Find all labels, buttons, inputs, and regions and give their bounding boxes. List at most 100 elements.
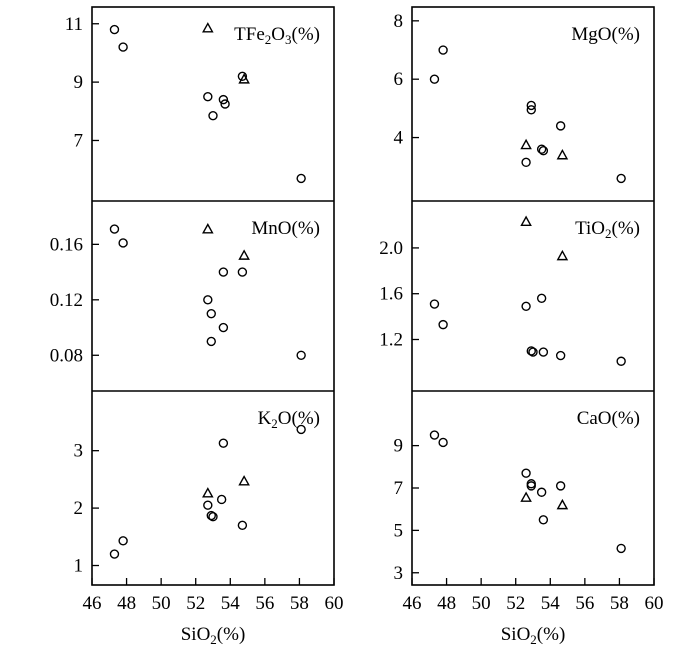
data-point-circle bbox=[438, 319, 448, 330]
x-tick-label: 54 bbox=[541, 593, 561, 614]
y-tick-label: 8 bbox=[394, 11, 404, 32]
x-tick-label: 46 bbox=[403, 593, 422, 614]
data-point-circle bbox=[538, 145, 549, 156]
data-point-circle bbox=[118, 238, 128, 248]
data-point-circle bbox=[528, 347, 538, 357]
data-point-circle bbox=[206, 308, 216, 319]
panel-title: MnO(%) bbox=[251, 218, 320, 239]
data-point-triangle bbox=[238, 73, 250, 84]
data-point-circle bbox=[429, 299, 440, 309]
data-point-circle bbox=[203, 295, 213, 305]
y-tick-label: 9 bbox=[394, 436, 404, 457]
panel-title: CaO(%) bbox=[577, 408, 640, 429]
data-point-triangle bbox=[556, 249, 569, 261]
x-axis-title-left-part: 2 bbox=[210, 632, 217, 647]
x-tick-label: 58 bbox=[290, 593, 309, 614]
y-tick-label: 9 bbox=[74, 72, 84, 93]
data-point-circle bbox=[526, 346, 536, 356]
y-tick-label: 0.16 bbox=[50, 234, 83, 255]
panel-title-part: 2 bbox=[605, 226, 612, 241]
x-axis-title-right: SiO2(%) bbox=[501, 624, 566, 647]
data-point-circle bbox=[218, 438, 229, 448]
panel-title-part: K bbox=[258, 408, 272, 429]
y-tick-label: 3 bbox=[394, 563, 404, 584]
x-tick-label: 50 bbox=[152, 593, 171, 614]
y-tick-label: 0.12 bbox=[50, 290, 83, 311]
data-point-triangle bbox=[520, 215, 532, 226]
x-tick-label: 56 bbox=[255, 593, 274, 614]
data-point-circle bbox=[237, 520, 248, 531]
x-axis-title-right-part: SiO bbox=[501, 624, 531, 645]
panel-tio2: 1.2 1.6 2.0 TiO2(%) bbox=[379, 215, 640, 366]
data-point-circle bbox=[203, 92, 213, 102]
panel-title: TiO2(%) bbox=[575, 218, 640, 241]
data-point-circle bbox=[526, 105, 536, 115]
x-tick-label: 46 bbox=[83, 593, 102, 614]
data-point-circle bbox=[538, 515, 549, 525]
panel-title-part: 2 bbox=[265, 32, 272, 47]
x-axis-title-left-part: (%) bbox=[217, 624, 245, 645]
panel-title-part: O(%) bbox=[278, 408, 320, 429]
x-axis-title-right-part: (%) bbox=[537, 624, 565, 645]
x-tick-label: 56 bbox=[575, 593, 594, 614]
y-tick-label: 0.08 bbox=[50, 345, 83, 366]
data-point-circle bbox=[616, 356, 626, 366]
data-point-circle bbox=[616, 543, 626, 554]
data-point-circle bbox=[296, 424, 306, 435]
data-point-circle bbox=[438, 437, 448, 448]
y-tick-label: 1.6 bbox=[379, 284, 403, 305]
data-point-triangle bbox=[238, 475, 250, 486]
data-point-triangle bbox=[202, 22, 214, 33]
data-point-circle bbox=[109, 549, 120, 559]
x-tick-label: 58 bbox=[610, 593, 629, 614]
panel-title-part: (%) bbox=[292, 24, 320, 45]
x-tick-label: 52 bbox=[186, 593, 205, 614]
left-column-frame bbox=[91, 6, 335, 586]
y-tick-label: 7 bbox=[394, 478, 404, 499]
data-point-circle bbox=[206, 510, 216, 521]
x-tick-label: 54 bbox=[221, 593, 241, 614]
y-tick-label: 6 bbox=[394, 69, 404, 90]
panel-title-part: (%) bbox=[612, 218, 640, 239]
panel-mgo: 4 6 8 MgO(%) bbox=[394, 11, 640, 184]
panel-title-part: 2 bbox=[271, 416, 278, 431]
data-point-circle bbox=[526, 100, 536, 111]
data-point-triangle bbox=[556, 149, 569, 160]
data-point-triangle bbox=[520, 491, 532, 502]
data-point-triangle bbox=[202, 487, 214, 498]
data-point-circle bbox=[206, 336, 216, 347]
data-point-triangle bbox=[520, 138, 532, 150]
data-point-circle bbox=[109, 224, 120, 234]
data-point-circle bbox=[429, 430, 440, 440]
data-point-circle bbox=[555, 481, 566, 491]
x-tick-label: 52 bbox=[506, 593, 525, 614]
y-tick-label: 11 bbox=[65, 14, 83, 35]
data-point-circle bbox=[118, 536, 128, 546]
y-tick-label: 1.2 bbox=[379, 330, 403, 351]
data-point-circle bbox=[536, 293, 547, 303]
panel-title-part: TFe bbox=[234, 24, 265, 45]
data-point-circle bbox=[521, 301, 531, 312]
data-point-circle bbox=[526, 481, 536, 491]
panel-mno: 0.08 0.12 0.16 MnO(%) bbox=[50, 218, 320, 366]
panel-title-part: MnO(%) bbox=[251, 218, 320, 239]
data-point-circle bbox=[118, 42, 128, 52]
x-axis-title-left: SiO2(%) bbox=[181, 624, 246, 647]
y-tick-label: 2.0 bbox=[379, 238, 403, 259]
data-point-circle bbox=[237, 71, 248, 81]
data-point-circle bbox=[521, 157, 531, 168]
x-axis-title-right-part: 2 bbox=[530, 632, 537, 647]
data-point-circle bbox=[218, 267, 229, 277]
y-tick-label: 1 bbox=[74, 556, 84, 577]
data-point-circle bbox=[237, 267, 248, 277]
panel-title: K2O(%) bbox=[258, 408, 320, 431]
panel-tfe2o3: 7 9 11 TFe2O3(%) bbox=[65, 14, 320, 184]
data-point-circle bbox=[208, 110, 218, 121]
data-point-circle bbox=[536, 487, 547, 497]
data-point-circle bbox=[438, 45, 448, 55]
data-point-circle bbox=[220, 99, 230, 109]
panel-title-part: CaO(%) bbox=[577, 408, 640, 429]
panel-title: TFe2O3(%) bbox=[234, 24, 320, 47]
